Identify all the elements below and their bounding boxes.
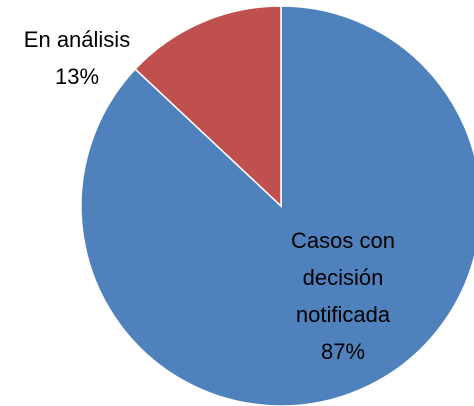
category-label: Casos con decisión notificada bbox=[291, 228, 395, 327]
category-label: En análisis bbox=[23, 27, 131, 52]
pie-slice bbox=[134, 5, 282, 208]
value-label: 13% bbox=[54, 64, 100, 89]
pie-slice bbox=[80, 5, 474, 406]
data-label: En análisis 13% bbox=[2, 21, 152, 95]
data-label: Casos con decisión notificada 87% bbox=[273, 222, 413, 370]
value-label: 87% bbox=[320, 339, 366, 364]
